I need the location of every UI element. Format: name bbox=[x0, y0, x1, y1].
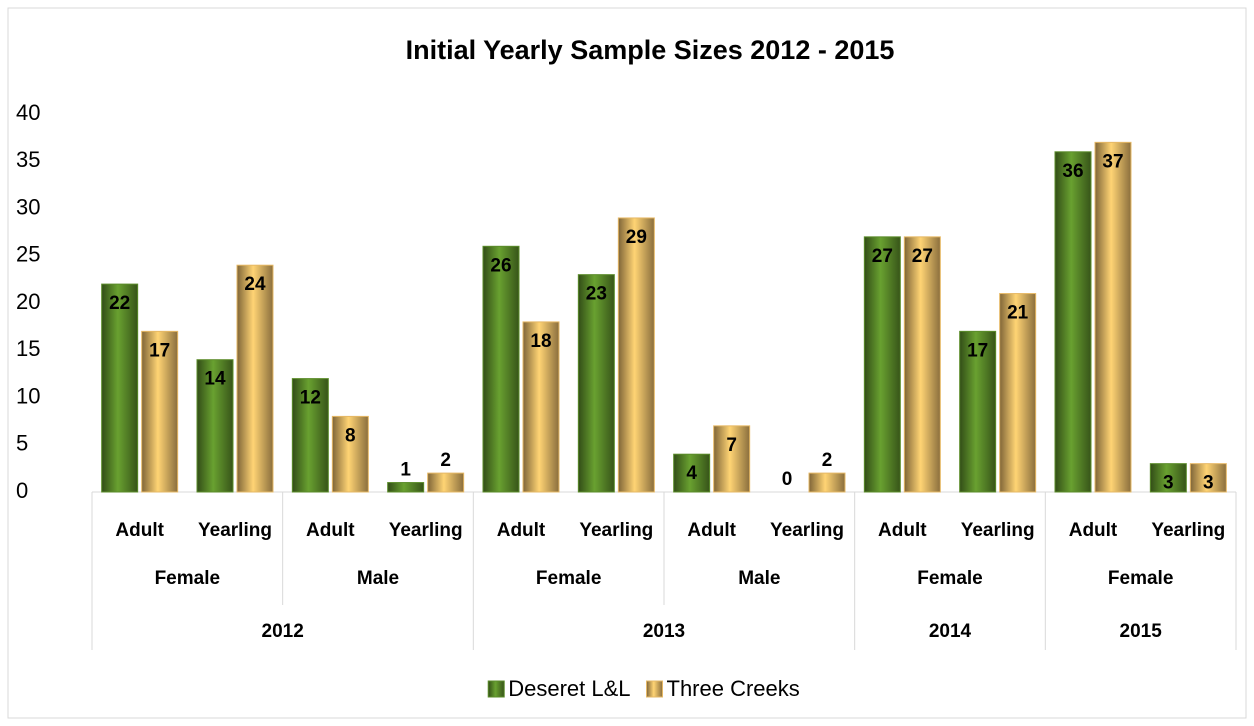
bar bbox=[101, 283, 139, 493]
data-label: 2 bbox=[822, 450, 833, 471]
data-label: 14 bbox=[204, 369, 226, 390]
group-label: 2012 bbox=[262, 621, 304, 642]
bar bbox=[291, 378, 329, 493]
x-tick-label: Yearling bbox=[1151, 520, 1225, 541]
data-label: 24 bbox=[244, 274, 266, 295]
legend: Deseret L&L Three Creeks bbox=[487, 676, 800, 701]
data-label: 22 bbox=[109, 293, 130, 314]
data-label: 2 bbox=[440, 450, 451, 471]
data-label: 4 bbox=[686, 463, 697, 484]
bar bbox=[482, 245, 520, 493]
group-label: 2015 bbox=[1120, 621, 1163, 642]
y-tick-label: 35 bbox=[16, 147, 40, 172]
legend-label: Deseret L&L bbox=[508, 676, 630, 701]
data-label: 17 bbox=[149, 340, 170, 361]
x-tick-label: Adult bbox=[687, 520, 736, 541]
y-tick-label: 0 bbox=[16, 478, 28, 503]
bar bbox=[959, 330, 997, 493]
group-label: Female bbox=[1108, 568, 1173, 589]
bar bbox=[236, 264, 274, 493]
data-label: 26 bbox=[490, 255, 511, 276]
data-label: 3 bbox=[1203, 473, 1214, 494]
bar bbox=[713, 425, 751, 493]
bar bbox=[1189, 463, 1227, 493]
x-tick-label: Adult bbox=[306, 520, 355, 541]
data-label: 7 bbox=[726, 435, 737, 456]
bar bbox=[427, 472, 465, 493]
group-label: Male bbox=[738, 568, 780, 589]
data-label: 8 bbox=[345, 425, 356, 446]
x-tick-label: Yearling bbox=[961, 520, 1035, 541]
data-label: 27 bbox=[872, 246, 893, 267]
bar bbox=[617, 217, 655, 493]
bar bbox=[903, 236, 941, 493]
bar bbox=[999, 293, 1037, 493]
y-tick-label: 20 bbox=[16, 289, 40, 314]
legend-swatch bbox=[646, 680, 664, 698]
bar bbox=[1054, 151, 1092, 493]
y-tick-label: 15 bbox=[16, 336, 40, 361]
bar bbox=[1094, 141, 1132, 493]
bar bbox=[863, 236, 901, 493]
group-label: Female bbox=[917, 568, 982, 589]
bar bbox=[522, 321, 560, 493]
data-label: 3 bbox=[1163, 473, 1174, 494]
bar bbox=[577, 274, 615, 493]
x-tick-label: Adult bbox=[878, 520, 927, 541]
data-label: 18 bbox=[530, 331, 551, 352]
data-label: 23 bbox=[586, 284, 607, 305]
x-tick-label: Adult bbox=[1069, 520, 1118, 541]
x-tick-label: Adult bbox=[497, 520, 546, 541]
data-label: 29 bbox=[626, 227, 647, 248]
bar bbox=[331, 415, 369, 493]
y-tick-label: 40 bbox=[16, 100, 40, 125]
y-tick-label: 30 bbox=[16, 194, 40, 219]
y-tick-label: 10 bbox=[16, 383, 40, 408]
chart-title: Initial Yearly Sample Sizes 2012 - 2015 bbox=[406, 35, 895, 65]
data-label: 37 bbox=[1102, 151, 1123, 172]
bar bbox=[808, 472, 846, 493]
bar bbox=[387, 482, 425, 493]
bar bbox=[1149, 463, 1187, 493]
x-tick-label: Yearling bbox=[389, 520, 463, 541]
bar bbox=[673, 453, 711, 493]
bar bbox=[141, 330, 179, 493]
data-label: 36 bbox=[1062, 161, 1083, 182]
data-label: 27 bbox=[912, 246, 933, 267]
x-tick-label: Yearling bbox=[770, 520, 844, 541]
legend-swatch bbox=[487, 680, 505, 698]
data-label: 21 bbox=[1007, 303, 1029, 324]
group-label: Female bbox=[536, 568, 601, 589]
group-label: 2013 bbox=[643, 621, 685, 642]
legend-label: Three Creeks bbox=[667, 676, 800, 701]
group-label: Female bbox=[155, 568, 220, 589]
x-tick-label: Adult bbox=[115, 520, 164, 541]
group-label: Male bbox=[357, 568, 399, 589]
data-label: 12 bbox=[300, 388, 321, 409]
group-label: 2014 bbox=[929, 621, 972, 642]
y-tick-label: 5 bbox=[16, 431, 28, 456]
data-label: 0 bbox=[782, 469, 793, 490]
y-tick-label: 25 bbox=[16, 242, 40, 267]
data-label: 1 bbox=[400, 460, 411, 481]
data-label: 17 bbox=[967, 340, 988, 361]
bar bbox=[196, 359, 234, 493]
x-tick-label: Yearling bbox=[579, 520, 653, 541]
x-tick-label: Yearling bbox=[198, 520, 272, 541]
